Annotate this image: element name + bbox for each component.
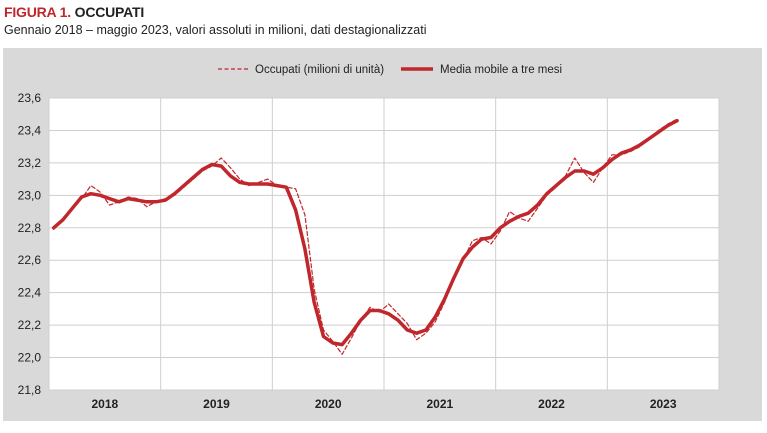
x-tick-label: 2021 bbox=[426, 397, 453, 411]
chart-panel: Occupati (milioni di unità) Media mobile… bbox=[3, 48, 762, 421]
x-tick-label: 2019 bbox=[203, 397, 230, 411]
y-tick-label: 22,2 bbox=[18, 318, 42, 332]
y-tick-label: 23,4 bbox=[18, 123, 42, 137]
figure-subtitle: Gennaio 2018 – maggio 2023, valori assol… bbox=[4, 23, 427, 37]
y-tick-label: 23,2 bbox=[18, 156, 42, 170]
legend-label-media-mobile: Media mobile a tre mesi bbox=[440, 64, 562, 76]
y-tick-label: 21,8 bbox=[18, 383, 42, 397]
legend-label-occupati: Occupati (milioni di unità) bbox=[255, 64, 384, 76]
series-line-media-mobile bbox=[51, 118, 679, 347]
y-tick-label: 22,6 bbox=[18, 253, 42, 267]
line-chart: Occupati (milioni di unità) Media mobile… bbox=[18, 64, 720, 411]
figure-label: FIGURA 1. bbox=[4, 4, 71, 20]
x-tick-label: 2018 bbox=[91, 397, 118, 411]
x-tick-label: 2020 bbox=[315, 397, 342, 411]
x-tick-label: 2023 bbox=[650, 397, 677, 411]
y-tick-label: 22,8 bbox=[18, 221, 42, 235]
y-tick-label: 23,6 bbox=[18, 91, 42, 105]
x-tick-label: 2022 bbox=[538, 397, 565, 411]
figure-title: FIGURA 1. OCCUPATI bbox=[4, 4, 144, 20]
plot-area: 23,6 23,4 23,2 23,0 22,8 22,6 22,4 22,2 22,0 21,8… bbox=[18, 91, 720, 411]
y-tick-label: 22,4 bbox=[18, 286, 42, 300]
chart-legend: Occupati (milioni di unità) Media mobile… bbox=[218, 64, 562, 76]
figure-name: OCCUPATI bbox=[74, 4, 145, 20]
y-tick-label: 22,0 bbox=[18, 351, 42, 365]
y-tick-label: 23,0 bbox=[18, 188, 42, 202]
